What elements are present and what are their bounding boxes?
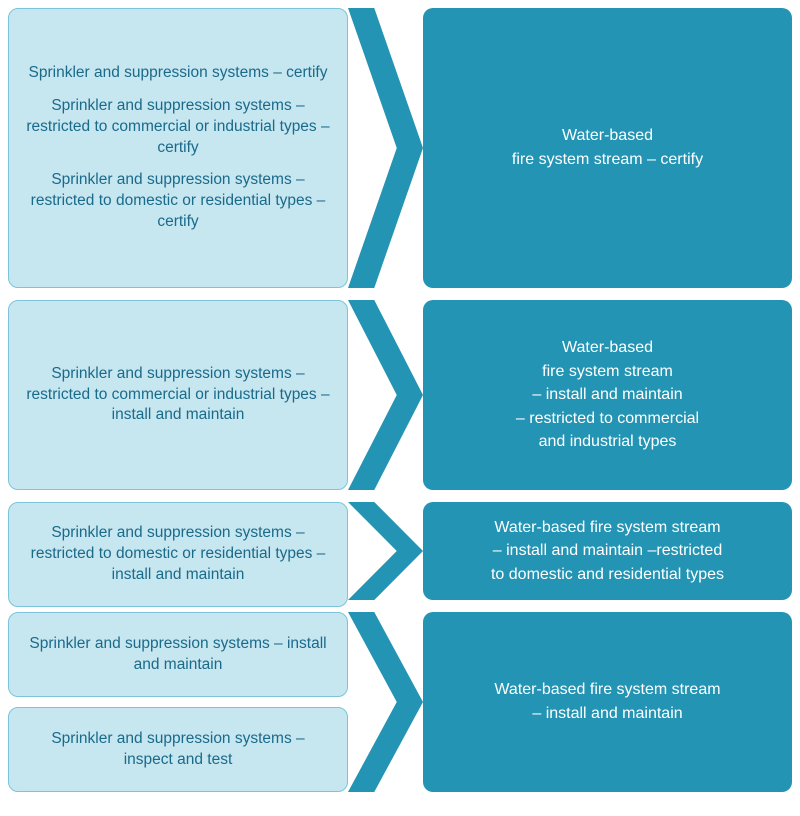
source-box: Sprinkler and suppression systems – cert…: [8, 8, 348, 288]
target-box: Water-based fire system stream– install …: [423, 612, 792, 792]
arrow-icon: [348, 8, 423, 288]
arrow: [348, 612, 423, 792]
target-text: – restricted to commercial: [516, 408, 699, 430]
target-text: Water-based fire system stream: [494, 679, 720, 701]
diagram-container: Sprinkler and suppression systems – cert…: [8, 8, 792, 792]
target-box: Water-basedfire system stream – certify: [423, 8, 792, 288]
left-column: Sprinkler and suppression systems – inst…: [8, 612, 348, 792]
target-text: and industrial types: [539, 431, 677, 453]
source-text: Sprinkler and suppression systems – inst…: [25, 634, 331, 676]
source-text: Sprinkler and suppression systems – rest…: [25, 96, 331, 159]
arrow: [348, 502, 423, 600]
source-box: Sprinkler and suppression systems – inst…: [8, 612, 348, 697]
left-column: Sprinkler and suppression systems – rest…: [8, 502, 348, 600]
source-box: Sprinkler and suppression systems – insp…: [8, 707, 348, 792]
source-text: Sprinkler and suppression systems – rest…: [25, 170, 331, 233]
flow-row: Sprinkler and suppression systems – inst…: [8, 612, 792, 792]
arrow-icon: [348, 502, 423, 600]
target-text: fire system stream – certify: [512, 149, 703, 171]
target-text: fire system stream: [542, 361, 673, 383]
source-box: Sprinkler and suppression systems – rest…: [8, 300, 348, 490]
left-column: Sprinkler and suppression systems – cert…: [8, 8, 348, 288]
target-text: – install and maintain: [532, 703, 682, 725]
arrow: [348, 300, 423, 490]
source-text: Sprinkler and suppression systems – rest…: [25, 364, 331, 427]
target-text: Water-based: [562, 337, 653, 359]
source-text: Sprinkler and suppression systems – cert…: [25, 63, 331, 84]
flow-row: Sprinkler and suppression systems – rest…: [8, 502, 792, 600]
source-text: Sprinkler and suppression systems – rest…: [25, 523, 331, 586]
arrow-icon: [348, 612, 423, 792]
target-text: – install and maintain: [532, 384, 682, 406]
target-box: Water-based fire system stream– install …: [423, 502, 792, 600]
source-text: Sprinkler and suppression systems – insp…: [25, 729, 331, 771]
target-text: to domestic and residential types: [491, 564, 724, 586]
target-text: Water-based: [562, 125, 653, 147]
flow-row: Sprinkler and suppression systems – rest…: [8, 300, 792, 490]
arrow: [348, 8, 423, 288]
left-column: Sprinkler and suppression systems – rest…: [8, 300, 348, 490]
flow-row: Sprinkler and suppression systems – cert…: [8, 8, 792, 288]
source-box: Sprinkler and suppression systems – rest…: [8, 502, 348, 607]
target-text: Water-based fire system stream: [494, 517, 720, 539]
target-box: Water-basedfire system stream– install a…: [423, 300, 792, 490]
arrow-icon: [348, 300, 423, 490]
target-text: – install and maintain –restricted: [493, 540, 722, 562]
